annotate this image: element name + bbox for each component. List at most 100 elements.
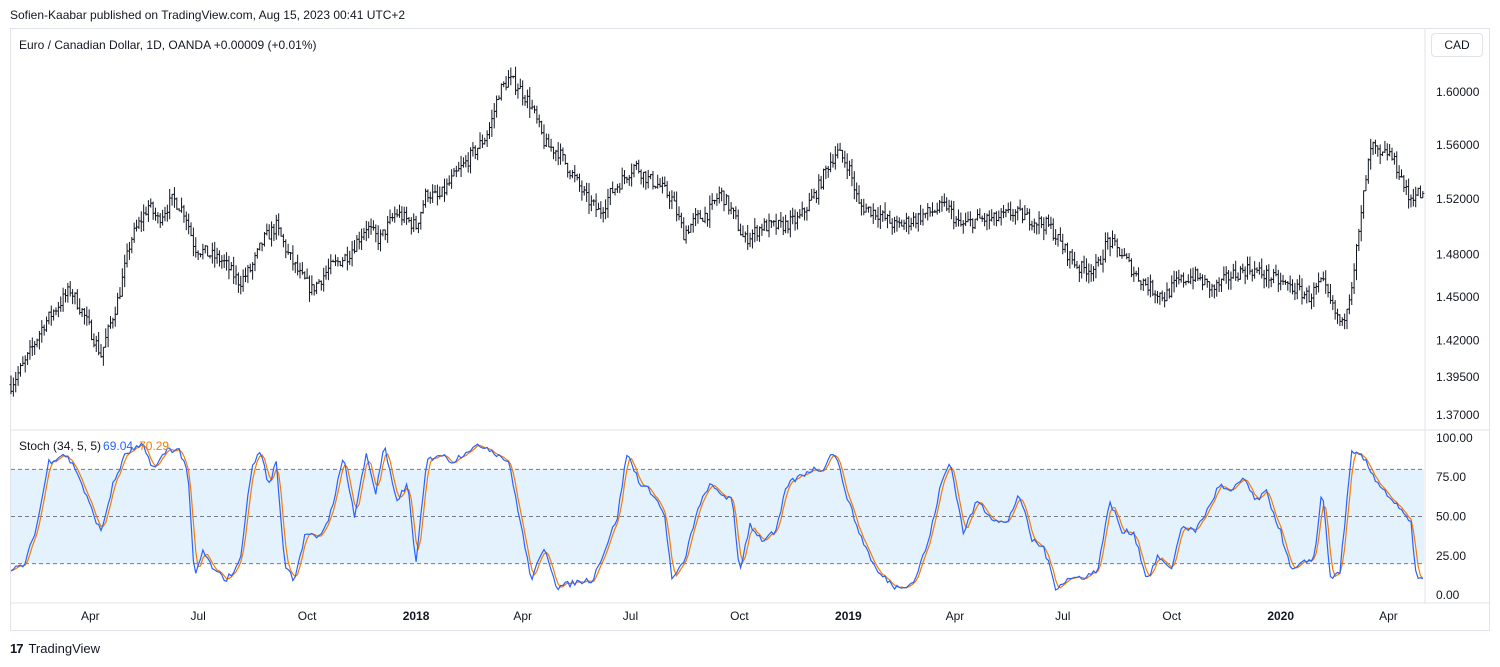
ohlc-bar <box>341 257 345 268</box>
ohlc-bar <box>400 206 404 226</box>
ohlc-bar <box>421 200 425 214</box>
ohlc-bar <box>28 340 32 360</box>
ohlc-bar <box>376 225 380 251</box>
ohlc-bar <box>355 235 359 252</box>
ohlc-bar <box>940 195 944 212</box>
ohlc-bar <box>675 191 679 222</box>
ohlc-bar <box>935 202 939 215</box>
ohlc-bar <box>964 212 968 227</box>
ohlc-bar <box>1416 187 1420 197</box>
ohlc-bar <box>942 193 946 207</box>
ohlc-bar <box>1125 253 1129 260</box>
ohlc-bar <box>686 225 690 235</box>
ohlc-bar <box>668 191 672 209</box>
ohlc-bar <box>817 174 821 205</box>
ohlc-bar <box>537 114 541 128</box>
ohlc-bar <box>1324 270 1328 294</box>
ohlc-bar <box>781 216 785 236</box>
ohlc-bar <box>533 105 537 114</box>
ohlc-bar <box>627 174 631 186</box>
ohlc-bar <box>753 218 757 243</box>
ohlc-bar <box>876 207 880 228</box>
ohlc-bar <box>1193 266 1197 282</box>
ohlc-bar <box>1077 264 1081 283</box>
ohlc-bar <box>217 250 221 267</box>
ohlc-bar <box>1388 144 1392 157</box>
ohlc-bar <box>492 103 496 129</box>
ohlc-bar <box>912 212 916 227</box>
ohlc-bar <box>696 209 700 224</box>
ohlc-bar <box>158 213 162 228</box>
ohlc-bar <box>601 207 605 223</box>
ohlc-bar <box>1404 179 1408 196</box>
date-tick-label: Apr <box>946 609 965 623</box>
ohlc-bar <box>1058 227 1062 242</box>
ohlc-bar <box>151 201 155 220</box>
ohlc-bar <box>1224 266 1228 284</box>
stoch-d-value: 70.29 <box>139 439 170 453</box>
ohlc-bar <box>587 182 591 215</box>
ohlc-bar <box>215 247 219 264</box>
ohlc-bar <box>568 170 572 180</box>
ohlc-bar <box>49 305 53 326</box>
ohlc-bar <box>1165 282 1169 302</box>
ohlc-bar <box>210 242 214 264</box>
ohlc-bar <box>717 186 721 204</box>
ohlc-bar <box>755 224 759 242</box>
ohlc-bar <box>1305 287 1309 304</box>
ohlc-bar <box>589 195 593 212</box>
ohlc-bar <box>1267 264 1271 289</box>
ohlc-bar <box>350 240 354 267</box>
ohlc-bar <box>1099 255 1103 265</box>
ohlc-bar <box>253 252 257 272</box>
axes-layer: 1.37000 1.39500 1.42000 1.45000 1.48000 1.520… <box>10 29 1489 623</box>
ohlc-bar <box>1298 274 1302 291</box>
ohlc-bar <box>985 213 989 231</box>
ohlc-bar <box>743 231 747 243</box>
ohlc-bar <box>45 316 49 332</box>
ohlc-bar <box>504 75 508 91</box>
ohlc-bar <box>450 169 454 189</box>
ohlc-bar <box>758 226 762 242</box>
ohlc-bar <box>1006 202 1010 214</box>
ohlc-bar <box>618 182 622 194</box>
ohlc-bar <box>805 206 809 221</box>
ohlc-bar <box>966 211 970 223</box>
ohlc-bar <box>900 219 904 227</box>
ohlc-bar <box>1395 151 1399 179</box>
ohlc-bar <box>14 371 18 393</box>
ohlc-bar <box>170 193 174 206</box>
ohlc-bar <box>620 167 624 190</box>
ohlc-bar <box>893 216 897 233</box>
ohlc-bar <box>274 214 278 240</box>
price-tick-label: 1.37000 <box>1436 408 1480 422</box>
ohlc-bar <box>1002 205 1006 219</box>
ohlc-bar <box>810 188 814 201</box>
ohlc-bar <box>677 206 681 221</box>
ohlc-bar <box>1092 266 1096 282</box>
ohlc-bar <box>921 208 925 226</box>
ohlc-bar <box>454 165 458 178</box>
ohlc-bar <box>952 200 956 230</box>
ohlc-bar <box>914 213 918 229</box>
ohlc-bar <box>405 206 409 225</box>
ohlc-bar <box>741 225 745 238</box>
ohlc-bar <box>334 254 338 266</box>
ohlc-bar <box>1111 230 1115 249</box>
chart-frame <box>10 28 1490 631</box>
ohlc-bar <box>784 214 788 234</box>
ohlc-bar <box>1295 279 1299 300</box>
ohlc-bar <box>1236 272 1240 282</box>
ohlc-bar <box>440 186 444 198</box>
ohlc-bar <box>736 209 740 232</box>
ohlc-bar <box>296 254 300 276</box>
ohlc-bar <box>1340 317 1344 326</box>
ohlc-bar <box>644 171 648 190</box>
ohlc-bar <box>606 188 610 218</box>
ohlc-bar <box>679 212 683 229</box>
ohlc-bar <box>1321 271 1325 282</box>
ohlc-bar <box>189 222 193 237</box>
ohlc-bar <box>592 199 596 206</box>
ohlc-bar <box>94 335 98 352</box>
currency-button[interactable]: CAD <box>1431 33 1483 57</box>
